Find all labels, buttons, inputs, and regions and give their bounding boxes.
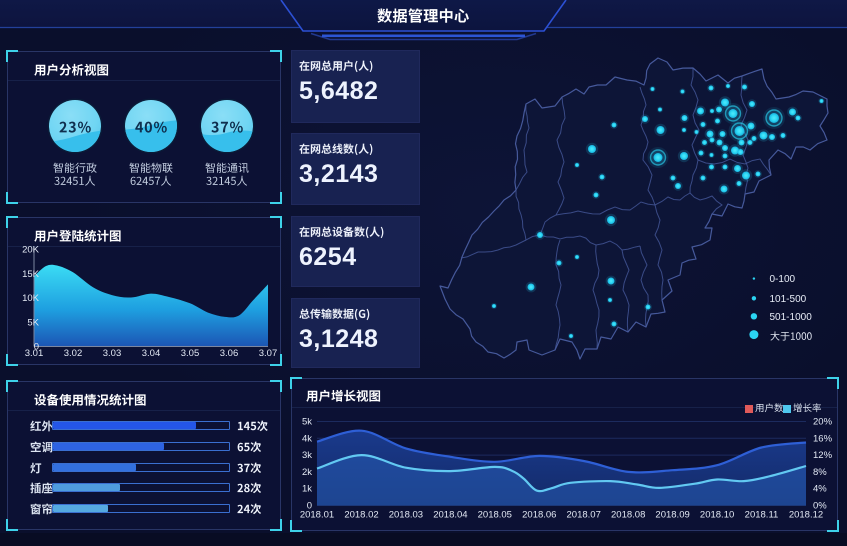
svg-text:0: 0	[34, 342, 39, 353]
svg-text:3.02: 3.02	[64, 348, 83, 359]
svg-text:2018.04: 2018.04	[433, 510, 467, 521]
svg-text:2018.02: 2018.02	[344, 510, 378, 521]
svg-text:2018.11: 2018.11	[745, 510, 779, 521]
svg-text:2018.09: 2018.09	[655, 510, 689, 521]
svg-text:2018.12: 2018.12	[789, 510, 823, 521]
svg-text:20%: 20%	[813, 417, 833, 428]
svg-text:3.06: 3.06	[220, 348, 239, 359]
svg-text:4k: 4k	[302, 433, 312, 444]
svg-text:3.04: 3.04	[142, 348, 161, 359]
svg-text:2018.07: 2018.07	[567, 510, 601, 521]
svg-text:0: 0	[307, 501, 312, 512]
svg-text:3.05: 3.05	[181, 348, 200, 359]
svg-text:20K: 20K	[22, 245, 40, 256]
svg-text:10K: 10K	[22, 293, 40, 304]
svg-text:5K: 5K	[27, 317, 39, 328]
svg-text:2018.03: 2018.03	[389, 510, 423, 521]
svg-text:16%: 16%	[813, 433, 833, 444]
svg-text:3k: 3k	[302, 450, 312, 461]
svg-text:101-500: 101-500	[770, 294, 807, 305]
svg-text:2k: 2k	[302, 467, 312, 478]
svg-text:501-1000: 501-1000	[770, 312, 813, 323]
svg-text:2018.06: 2018.06	[522, 510, 556, 521]
svg-text:0%: 0%	[813, 501, 827, 512]
svg-text:3.01: 3.01	[25, 348, 44, 359]
svg-text:2018.05: 2018.05	[478, 510, 512, 521]
svg-text:15K: 15K	[22, 269, 40, 280]
svg-text:5k: 5k	[302, 417, 312, 428]
svg-text:2018.01: 2018.01	[300, 510, 334, 521]
svg-text:12%: 12%	[813, 450, 833, 461]
svg-text:1k: 1k	[302, 484, 312, 495]
svg-text:2018.08: 2018.08	[611, 510, 645, 521]
svg-text:3.07: 3.07	[259, 348, 278, 359]
svg-text:8%: 8%	[813, 467, 827, 478]
svg-text:3.03: 3.03	[103, 348, 122, 359]
svg-text:4%: 4%	[813, 484, 827, 495]
svg-text:0-100: 0-100	[770, 274, 796, 285]
svg-text:2018.10: 2018.10	[700, 510, 734, 521]
